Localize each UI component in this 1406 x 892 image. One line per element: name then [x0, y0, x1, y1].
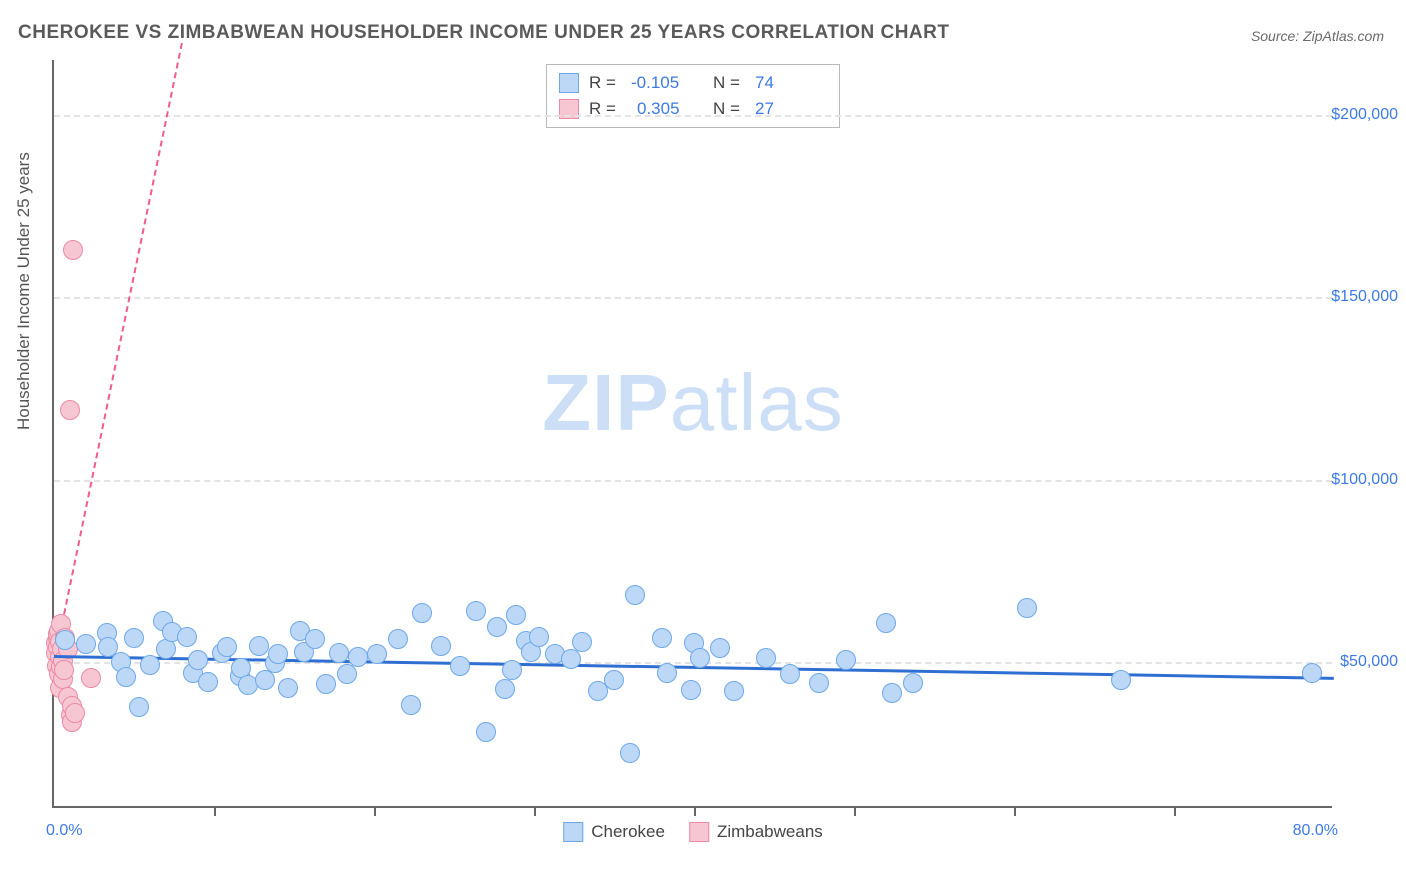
data-point — [431, 636, 451, 656]
data-point — [65, 703, 85, 723]
data-point — [401, 695, 421, 715]
data-point — [450, 656, 470, 676]
data-point — [129, 697, 149, 717]
data-point — [710, 638, 730, 658]
n-label: N = — [713, 73, 745, 93]
legend-label-cherokee: Cherokee — [591, 822, 665, 842]
data-point — [116, 667, 136, 687]
series-legend: Cherokee Zimbabweans — [563, 822, 823, 842]
watermark-bold: ZIP — [542, 358, 669, 447]
data-point — [81, 668, 101, 688]
data-point — [625, 585, 645, 605]
x-tick — [374, 806, 376, 816]
data-point — [60, 400, 80, 420]
data-point — [329, 643, 349, 663]
watermark: ZIPatlas — [542, 357, 843, 449]
legend-row-zimbabweans: R = 0.305 N = 27 — [559, 96, 827, 122]
gridline — [54, 297, 1332, 299]
gridline — [54, 480, 1332, 482]
data-point — [466, 601, 486, 621]
data-point — [809, 673, 829, 693]
gridline — [54, 115, 1332, 117]
data-point — [502, 660, 522, 680]
y-tick-label: $150,000 — [1331, 288, 1398, 306]
data-point — [177, 627, 197, 647]
data-point — [903, 673, 923, 693]
r-value-cherokee: -0.105 — [631, 73, 703, 93]
data-point — [681, 680, 701, 700]
data-point — [217, 637, 237, 657]
data-point — [412, 603, 432, 623]
x-axis-min-label: 0.0% — [46, 822, 82, 840]
data-point — [529, 627, 549, 647]
data-point — [572, 632, 592, 652]
data-point — [54, 660, 74, 680]
legend-swatch-cherokee — [563, 822, 583, 842]
data-point — [278, 678, 298, 698]
data-point — [388, 629, 408, 649]
watermark-rest: atlas — [670, 358, 844, 447]
data-point — [836, 650, 856, 670]
y-axis-title: Householder Income Under 25 years — [14, 152, 34, 430]
data-point — [337, 664, 357, 684]
x-tick — [534, 806, 536, 816]
data-point — [316, 674, 336, 694]
data-point — [305, 629, 325, 649]
y-tick-label: $100,000 — [1331, 471, 1398, 489]
data-point — [124, 628, 144, 648]
x-tick — [694, 806, 696, 816]
x-tick — [854, 806, 856, 816]
y-tick-label: $50,000 — [1340, 653, 1398, 671]
legend-label-zimbabweans: Zimbabweans — [717, 822, 823, 842]
data-point — [561, 649, 581, 669]
correlation-legend: R = -0.105 N = 74 R = 0.305 N = 27 — [546, 64, 840, 128]
data-point — [476, 722, 496, 742]
x-tick — [214, 806, 216, 816]
plot-area: ZIPatlas R = -0.105 N = 74 R = 0.305 N =… — [52, 60, 1332, 808]
legend-swatch-cherokee — [559, 73, 579, 93]
legend-item-zimbabweans: Zimbabweans — [689, 822, 823, 842]
data-point — [1017, 598, 1037, 618]
data-point — [657, 663, 677, 683]
legend-swatch-zimbabweans — [689, 822, 709, 842]
chart-title: CHEROKEE VS ZIMBABWEAN HOUSEHOLDER INCOM… — [18, 22, 949, 44]
data-point — [487, 617, 507, 637]
data-point — [882, 683, 902, 703]
data-point — [140, 655, 160, 675]
data-point — [652, 628, 672, 648]
data-point — [506, 605, 526, 625]
source-attribution: Source: ZipAtlas.com — [1251, 28, 1384, 44]
data-point — [620, 743, 640, 763]
data-point — [756, 648, 776, 668]
data-point — [188, 650, 208, 670]
legend-item-cherokee: Cherokee — [563, 822, 665, 842]
data-point — [724, 681, 744, 701]
data-point — [268, 644, 288, 664]
data-point — [1302, 663, 1322, 683]
data-point — [76, 634, 96, 654]
data-point — [495, 679, 515, 699]
data-point — [55, 630, 75, 650]
data-point — [780, 664, 800, 684]
data-point — [876, 613, 896, 633]
y-tick-label: $200,000 — [1331, 106, 1398, 124]
trend-line — [53, 43, 183, 664]
data-point — [63, 240, 83, 260]
data-point — [367, 644, 387, 664]
data-point — [604, 670, 624, 690]
data-point — [249, 636, 269, 656]
x-tick — [1014, 806, 1016, 816]
data-point — [198, 672, 218, 692]
r-label: R = — [589, 73, 621, 93]
x-tick — [1174, 806, 1176, 816]
legend-row-cherokee: R = -0.105 N = 74 — [559, 70, 827, 96]
data-point — [1111, 670, 1131, 690]
x-axis-max-label: 80.0% — [1293, 822, 1338, 840]
data-point — [348, 647, 368, 667]
data-point — [690, 648, 710, 668]
n-value-cherokee: 74 — [755, 73, 827, 93]
